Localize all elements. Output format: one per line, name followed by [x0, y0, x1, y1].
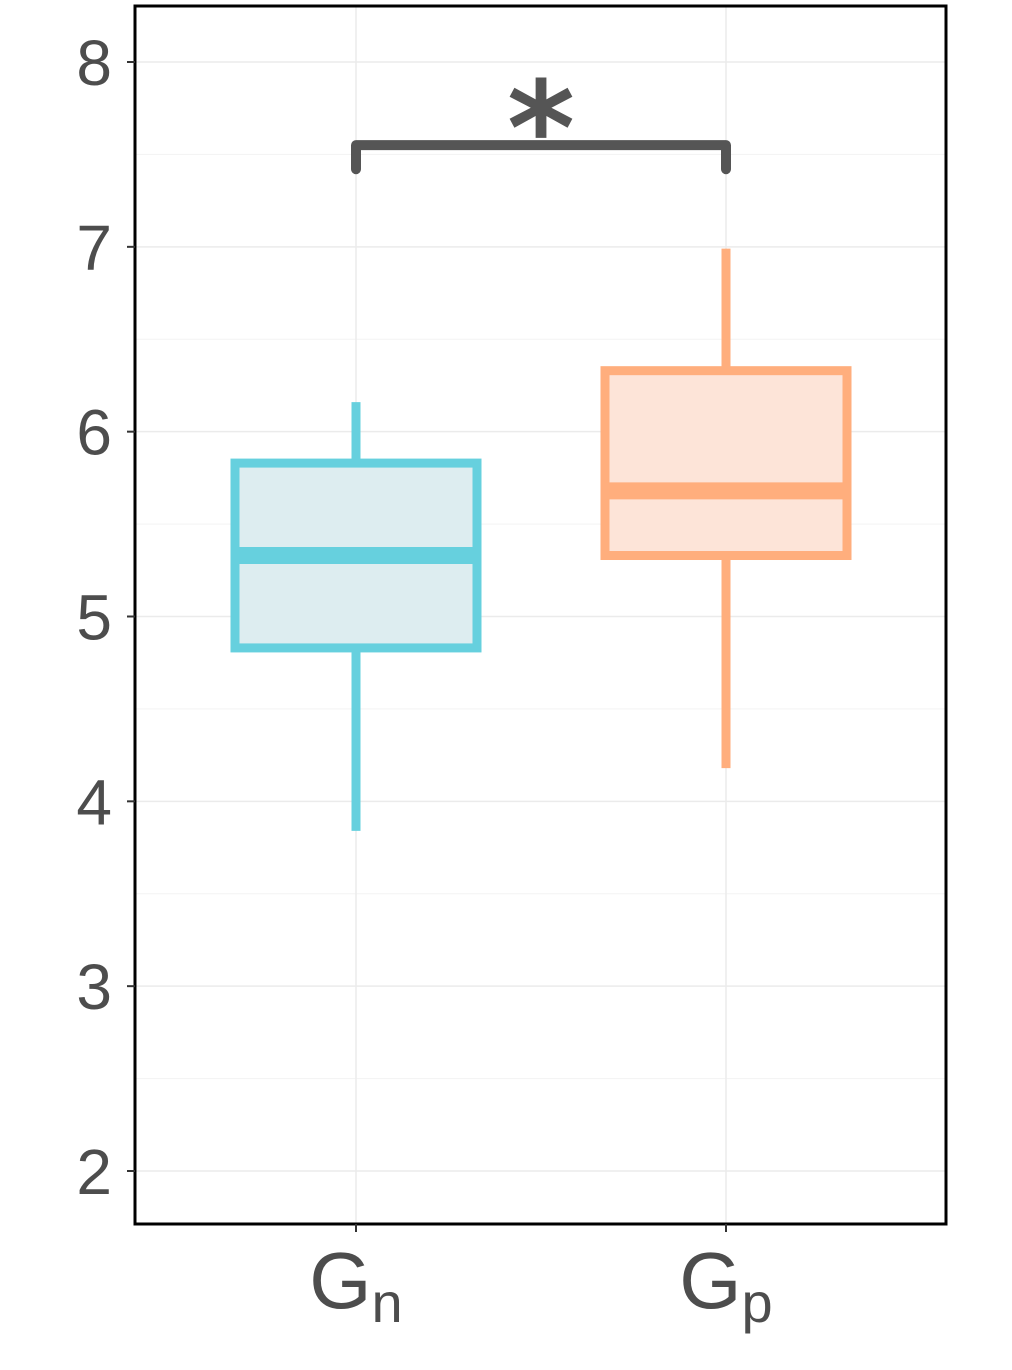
- x-tick-label-main: G: [679, 1236, 741, 1325]
- x-axis-ticks: Gn Gp: [309, 1224, 773, 1334]
- box-body: [600, 366, 852, 561]
- y-tick-label: 2: [76, 1136, 112, 1208]
- x-tick-label-main: G: [309, 1236, 371, 1325]
- x-tick-label: Gn: [309, 1236, 402, 1334]
- box-1: [230, 402, 482, 831]
- y-tick-label: 5: [76, 582, 112, 654]
- y-axis-ticks: 2 3 4 5 6 7 8: [76, 27, 135, 1208]
- y-tick-label: 4: [76, 766, 112, 838]
- box-plots: [230, 248, 852, 831]
- significance-bracket: *: [351, 53, 731, 205]
- y-tick-label: 7: [76, 212, 112, 284]
- significance-label: *: [507, 53, 575, 205]
- y-tick-label: 8: [76, 27, 112, 99]
- plot-frame: [133, 4, 948, 1226]
- x-tick-label: Gp: [679, 1236, 772, 1334]
- y-tick-label: 3: [76, 951, 112, 1023]
- x-tick-label-subscript: p: [742, 1271, 773, 1334]
- significance-line: [351, 140, 731, 175]
- y-tick-label: 6: [76, 397, 112, 469]
- x-tick-label-subscript: n: [372, 1271, 403, 1334]
- box-2: [600, 248, 852, 769]
